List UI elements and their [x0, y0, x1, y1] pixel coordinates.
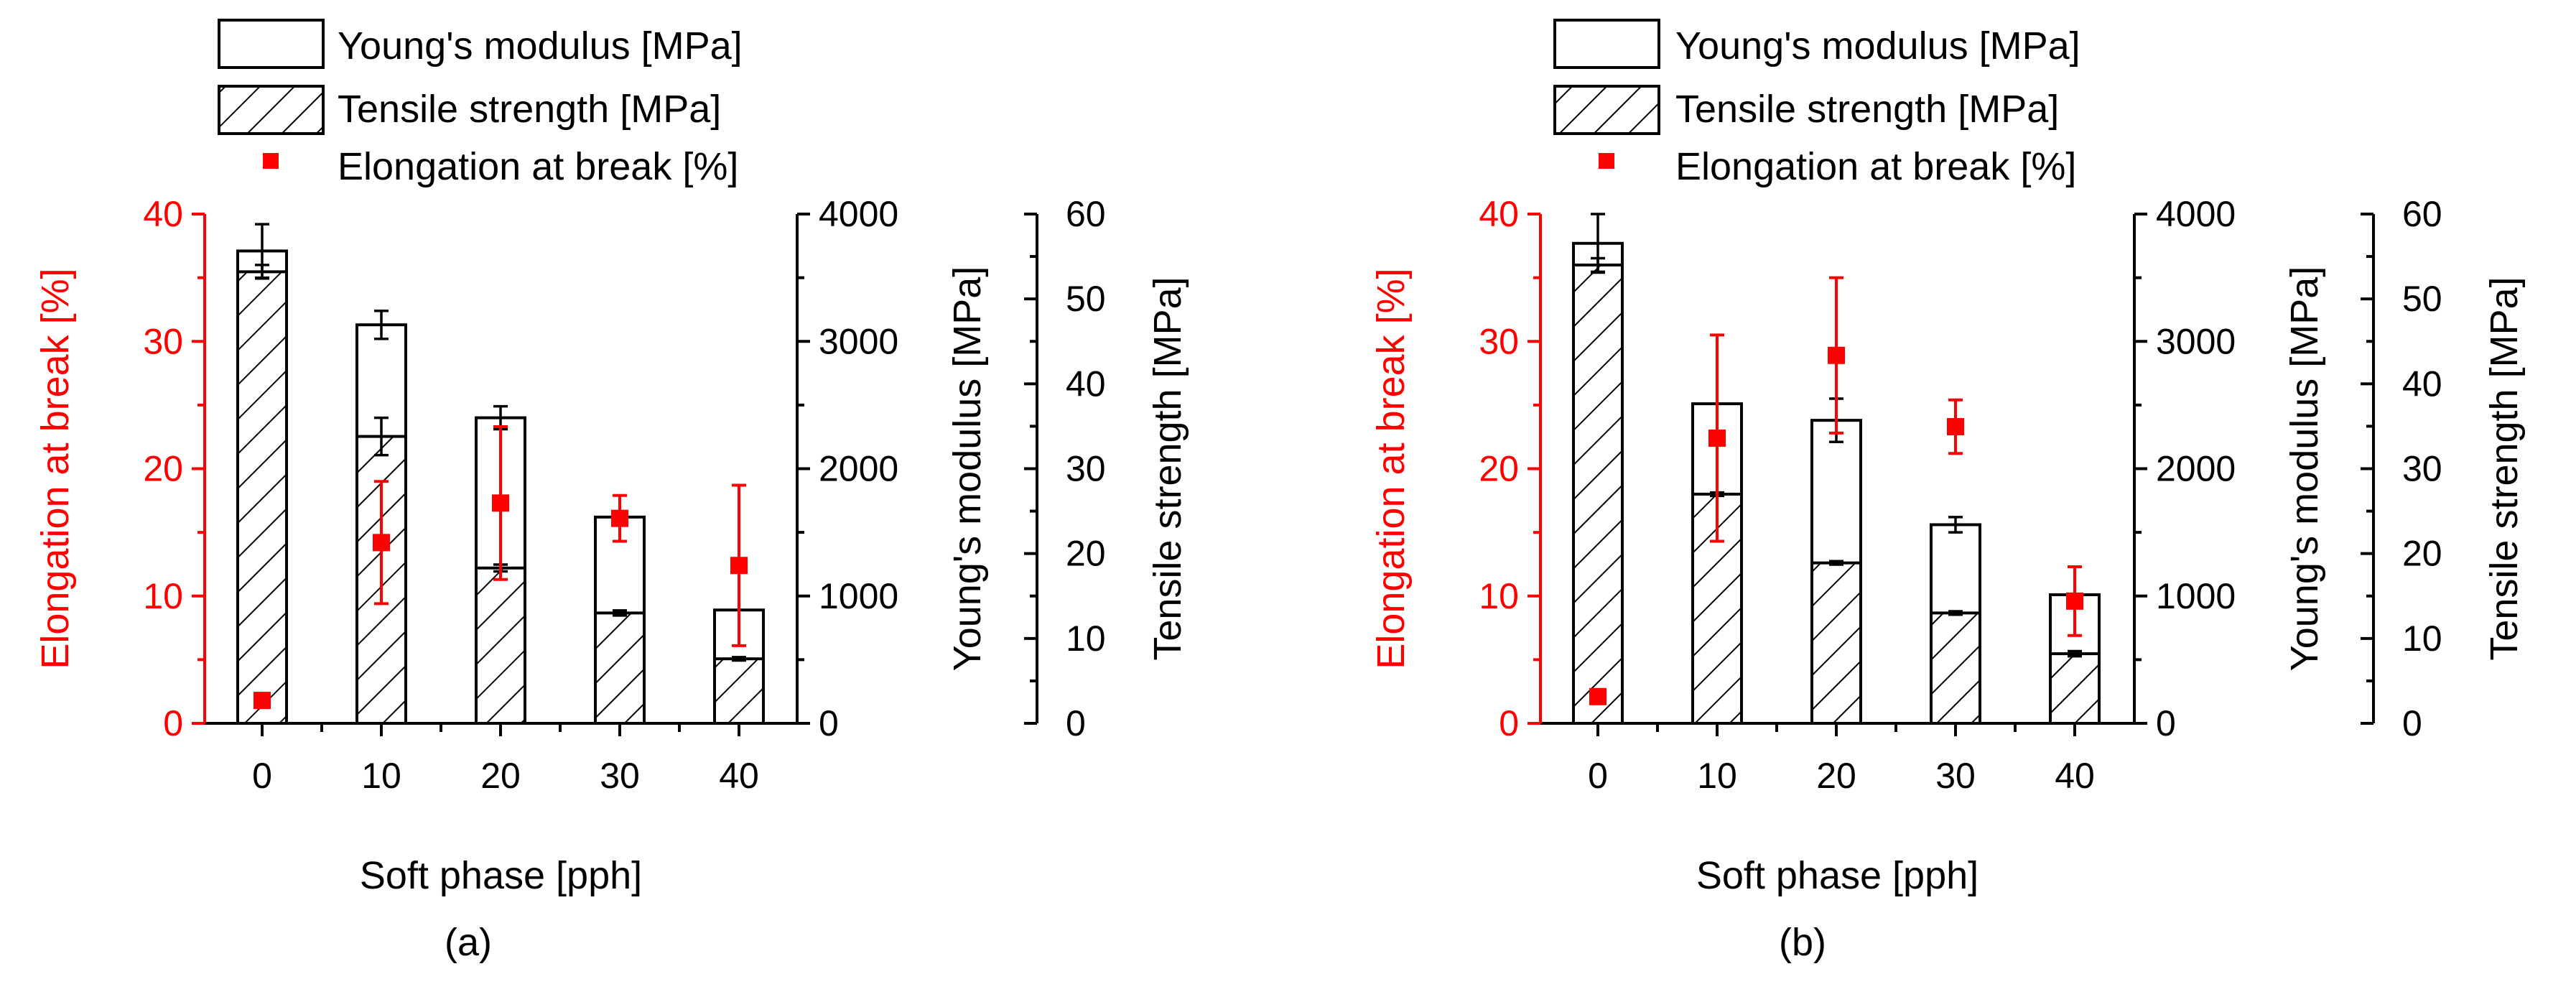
- pa-youngs-tick-label: 2000: [819, 449, 898, 489]
- pa-tensile-bar: [594, 611, 646, 725]
- legend-b: Young's modulus [MPa] Tensile strength […: [1553, 19, 2080, 188]
- pa-tensile-bar: [236, 270, 288, 725]
- pa-youngs-tick-label: 0: [819, 703, 839, 743]
- chart-panel-a: 0 10 20 30 40 Soft phase [pph] 0 10 20 30 40 Elonga…: [34, 194, 1189, 964]
- legend-b-tensile-swatch: [1553, 85, 1660, 135]
- pb-elongation-point: [1828, 346, 1845, 364]
- pb-tensile-bar: [1930, 611, 1981, 725]
- legend-a-youngs-label: Young's modulus [MPa]: [338, 24, 743, 68]
- legend-b-youngs-swatch: [1553, 19, 1660, 69]
- legend-b-elongation-marker: [1599, 153, 1614, 169]
- pa-error-bar: [374, 416, 389, 457]
- pb-elongation-point: [1589, 687, 1606, 705]
- pb-elongation-point: [2066, 592, 2083, 610]
- pa-error-bar: [613, 609, 627, 617]
- legend-a-tensile-label: Tensile strength [MPa]: [338, 88, 721, 131]
- pa-elongation-point: [730, 557, 748, 575]
- pb-youngs-axis-title: Young's modulus [MPa]: [2283, 266, 2326, 672]
- pb-youngs-tick-label: 3000: [2156, 321, 2236, 361]
- pa-tensile-tick-label: 10: [1066, 618, 1106, 659]
- pa-elongation-point: [254, 692, 271, 710]
- pb-error-bar: [1591, 256, 1605, 274]
- pb-youngs-tick-label: 4000: [2156, 194, 2236, 234]
- pb-error-bar: [2068, 649, 2082, 658]
- pa-x-tick-label: 20: [480, 756, 521, 796]
- pa-tensile-bar: [713, 657, 765, 725]
- pb-error-bar: [1948, 610, 1963, 616]
- pa-elongation-tick-label: 40: [143, 194, 183, 234]
- legend-b-elongation-label: Elongation at break [%]: [1675, 145, 2076, 188]
- pb-x-tick-label: 20: [1816, 756, 1856, 796]
- pb-elongation-tick-label: 30: [1479, 321, 1519, 361]
- pa-elongation-axis-title: Elongation at break [%]: [34, 268, 77, 669]
- legend-a-elongation-label: Elongation at break [%]: [338, 145, 738, 188]
- chart-panel-b: 0 10 20 30 40 Soft phase [pph] 0 10 20 30 40 Elonga…: [1370, 194, 2526, 964]
- pa-error-bar: [732, 656, 746, 662]
- pa-x-tick-label: 10: [361, 756, 401, 796]
- pb-x-axis-title: Soft phase [pph]: [1696, 854, 1979, 897]
- pb-tensile-tick-label: 10: [2402, 618, 2442, 659]
- pb-caption: (b): [1779, 921, 1826, 964]
- pb-tensile-tick-label: 20: [2402, 534, 2442, 574]
- pb-error-bar: [1948, 516, 1963, 534]
- pb-elongation-tick-label: 20: [1479, 449, 1519, 489]
- pb-elongation-tick-label: 0: [1499, 703, 1519, 743]
- pb-elongation-tick-label: 40: [1479, 194, 1519, 234]
- pb-tensile-bar: [2049, 652, 2101, 725]
- pa-tensile-tick-label: 30: [1066, 449, 1106, 489]
- pb-x-tick-label: 30: [1935, 756, 1976, 796]
- pa-tensile-tick-label: 60: [1066, 194, 1106, 234]
- pb-youngs-tick-label: 0: [2156, 703, 2176, 743]
- pa-elongation-point: [373, 534, 390, 552]
- pa-youngs-tick-label: 4000: [819, 194, 898, 234]
- pb-tensile-axis-title: Tensile strength [MPa]: [2483, 277, 2526, 660]
- pa-tensile-tick-label: 0: [1066, 703, 1086, 743]
- pa-elongation-tick-label: 10: [143, 576, 183, 616]
- pa-tensile-tick-label: 50: [1066, 279, 1106, 319]
- pb-elongation-tick-label: 10: [1479, 576, 1519, 616]
- pb-youngs-tick-label: 1000: [2156, 576, 2236, 616]
- legend-a-elongation-marker: [263, 153, 279, 169]
- pb-elongation-axis-title: Elongation at break [%]: [1370, 268, 1413, 669]
- pb-tensile-tick-label: 40: [2402, 363, 2442, 404]
- legend-a: Young's modulus [MPa] Tensile strength […: [218, 19, 743, 188]
- pb-x-tick-label: 0: [1588, 756, 1608, 796]
- pa-elongation-tick-label: 0: [163, 703, 183, 743]
- legend-a-tensile-swatch: [218, 85, 325, 135]
- pa-tensile-tick-label: 20: [1066, 534, 1106, 574]
- pb-tensile-tick-label: 30: [2402, 449, 2442, 489]
- pb-tensile-tick-label: 50: [2402, 279, 2442, 319]
- pa-elongation-point: [492, 494, 509, 512]
- pb-youngs-tick-label: 2000: [2156, 449, 2236, 489]
- pb-tensile-bar: [1810, 561, 1862, 725]
- pb-tensile-tick-label: 60: [2402, 194, 2442, 234]
- legend-b-tensile-label: Tensile strength [MPa]: [1675, 88, 2059, 131]
- pa-x-tick-label: 0: [252, 756, 272, 796]
- pb-elongation-point: [1947, 418, 1964, 436]
- pa-youngs-tick-label: 1000: [819, 576, 898, 616]
- legend-b-youngs-label: Young's modulus [MPa]: [1675, 24, 2080, 68]
- pa-tensile-tick-label: 40: [1066, 363, 1106, 404]
- pa-error-bar: [374, 309, 389, 340]
- pb-x-tick-label: 40: [2055, 756, 2095, 796]
- pb-error-bar: [1829, 560, 1843, 566]
- pa-caption: (a): [445, 921, 492, 964]
- pa-x-axis-title: Soft phase [pph]: [360, 854, 642, 897]
- pb-tensile-bar: [1572, 263, 1624, 725]
- pa-elongation-point: [611, 509, 628, 527]
- pa-elongation-tick-label: 20: [143, 449, 183, 489]
- pb-elongation-point: [1708, 429, 1726, 447]
- pa-error-bar: [255, 264, 269, 280]
- pa-youngs-axis-title: Young's modulus [MPa]: [946, 266, 989, 672]
- pa-elongation-tick-label: 30: [143, 321, 183, 361]
- pa-tensile-bar: [475, 566, 526, 725]
- pa-tensile-axis-title: Tensile strength [MPa]: [1146, 277, 1189, 660]
- pa-x-tick-label: 40: [719, 756, 759, 796]
- pa-x-tick-label: 30: [600, 756, 640, 796]
- legend-a-youngs-swatch: [218, 19, 325, 69]
- pb-tensile-tick-label: 0: [2402, 703, 2422, 743]
- pb-x-tick-label: 10: [1697, 756, 1737, 796]
- pa-youngs-tick-label: 3000: [819, 321, 898, 361]
